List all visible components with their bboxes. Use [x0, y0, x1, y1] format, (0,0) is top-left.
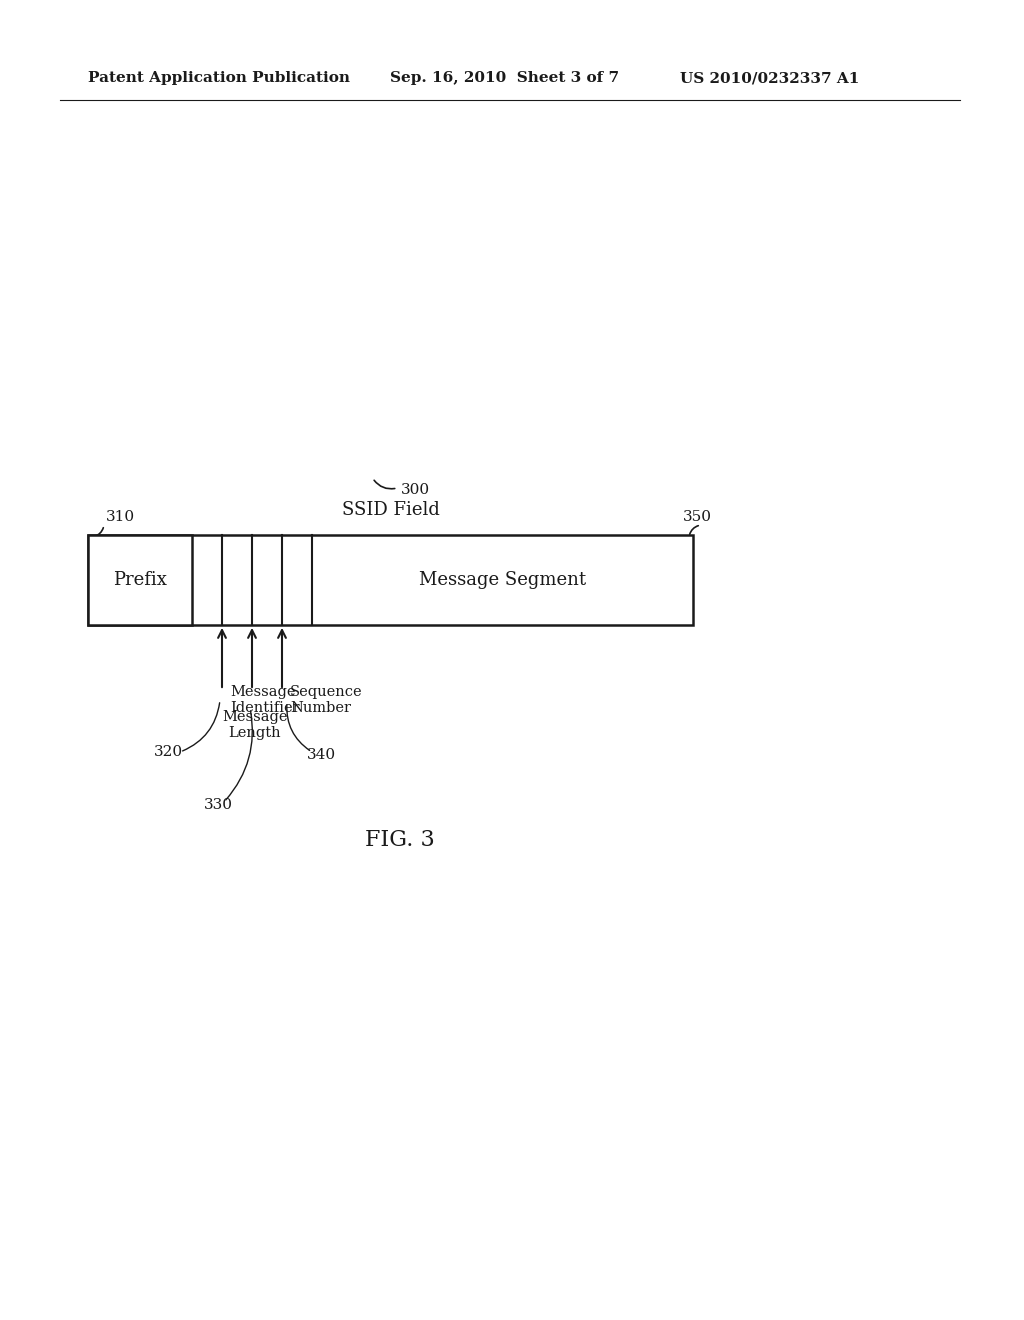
Text: Message
Identifier: Message Identifier	[230, 685, 300, 715]
Text: 340: 340	[307, 748, 336, 762]
Text: US 2010/0232337 A1: US 2010/0232337 A1	[680, 71, 859, 84]
Bar	[88, 535, 193, 624]
Text: Sep. 16, 2010  Sheet 3 of 7: Sep. 16, 2010 Sheet 3 of 7	[390, 71, 620, 84]
Text: 320: 320	[154, 744, 183, 759]
Text: FIG. 3: FIG. 3	[366, 829, 435, 851]
Text: Message
Length: Message Length	[222, 710, 288, 741]
Text: Sequence
Number: Sequence Number	[290, 685, 362, 715]
Text: Prefix: Prefix	[113, 572, 167, 589]
Text: Message Segment: Message Segment	[419, 572, 586, 589]
Text: Patent Application Publication: Patent Application Publication	[88, 71, 350, 84]
Text: SSID Field: SSID Field	[342, 502, 439, 519]
Bar	[88, 535, 693, 624]
Text: 300: 300	[400, 483, 430, 498]
Text: 310: 310	[106, 510, 135, 524]
Text: 350: 350	[683, 510, 712, 524]
Text: 330: 330	[204, 799, 233, 812]
